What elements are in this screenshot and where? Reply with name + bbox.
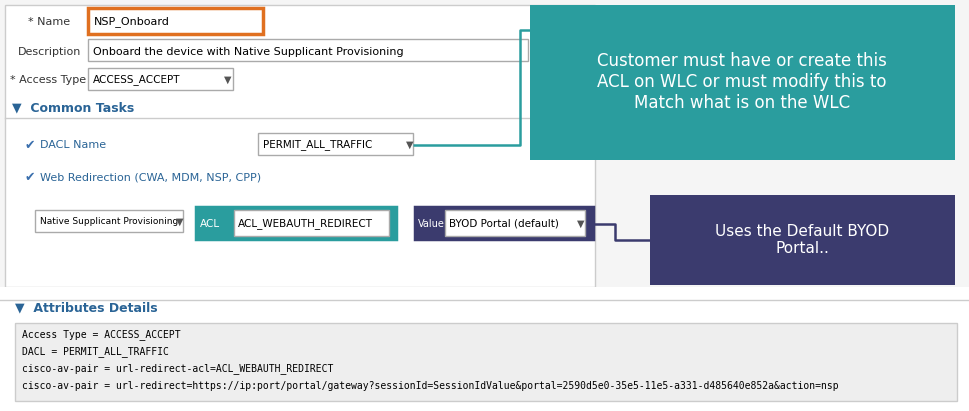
Bar (415, 207, 592, 239)
Text: ▼: ▼ (175, 217, 183, 227)
Bar (529, 5, 954, 160)
Text: cisco-av-pair = url-redirect-acl=ACL_WEBAUTH_REDIRECT: cisco-av-pair = url-redirect-acl=ACL_WEB… (22, 364, 333, 374)
Bar (445, 210, 584, 236)
Text: Customer must have or create this
ACL on WLC or must modify this to
Match what i: Customer must have or create this ACL on… (597, 52, 886, 112)
Text: ▼: ▼ (406, 140, 413, 150)
Bar (5, 5, 594, 287)
Text: Access Type = ACCESS_ACCEPT: Access Type = ACCESS_ACCEPT (22, 330, 180, 340)
Bar (196, 207, 395, 239)
Text: BYOD Portal (default): BYOD Portal (default) (449, 219, 558, 229)
Text: ▼: ▼ (224, 75, 232, 85)
Bar (88, 68, 233, 90)
Bar (88, 39, 527, 61)
Text: cisco-av-pair = url-redirect=https://ip:port/portal/gateway?sessionId=SessionIdV: cisco-av-pair = url-redirect=https://ip:… (22, 381, 838, 391)
Text: ✔: ✔ (25, 171, 36, 185)
Bar (649, 195, 954, 285)
Bar (88, 8, 263, 34)
Text: Onboard the device with Native Supplicant Provisioning: Onboard the device with Native Supplican… (93, 47, 403, 57)
Text: ▼: ▼ (577, 219, 584, 229)
Text: * Access Type: * Access Type (10, 75, 86, 85)
Text: Uses the Default BYOD
Portal..: Uses the Default BYOD Portal.. (714, 224, 889, 256)
Text: PERMIT_ALL_TRAFFIC: PERMIT_ALL_TRAFFIC (263, 140, 372, 150)
Bar (0, 287, 969, 411)
Text: ACCESS_ACCEPT: ACCESS_ACCEPT (93, 74, 180, 85)
Bar (15, 323, 956, 401)
Text: ACL_WEBAUTH_REDIRECT: ACL_WEBAUTH_REDIRECT (237, 219, 373, 229)
Text: ✔: ✔ (25, 139, 36, 152)
Text: * Name: * Name (28, 17, 70, 27)
Text: Description: Description (18, 47, 81, 57)
Text: ▼  Attributes Details: ▼ Attributes Details (15, 302, 157, 314)
Text: NSP_Onboard: NSP_Onboard (94, 16, 170, 28)
Text: Web Redirection (CWA, MDM, NSP, CPP): Web Redirection (CWA, MDM, NSP, CPP) (40, 173, 261, 183)
Text: Value: Value (418, 219, 445, 229)
Bar (258, 133, 413, 155)
Text: DACL Name: DACL Name (40, 140, 106, 150)
Text: DACL = PERMIT_ALL_TRAFFIC: DACL = PERMIT_ALL_TRAFFIC (22, 346, 169, 358)
Text: Native Supplicant Provisioning: Native Supplicant Provisioning (40, 217, 178, 226)
Text: ▼  Common Tasks: ▼ Common Tasks (12, 102, 134, 115)
Bar (35, 210, 183, 232)
Bar (234, 210, 389, 236)
Text: ACL: ACL (200, 219, 220, 229)
